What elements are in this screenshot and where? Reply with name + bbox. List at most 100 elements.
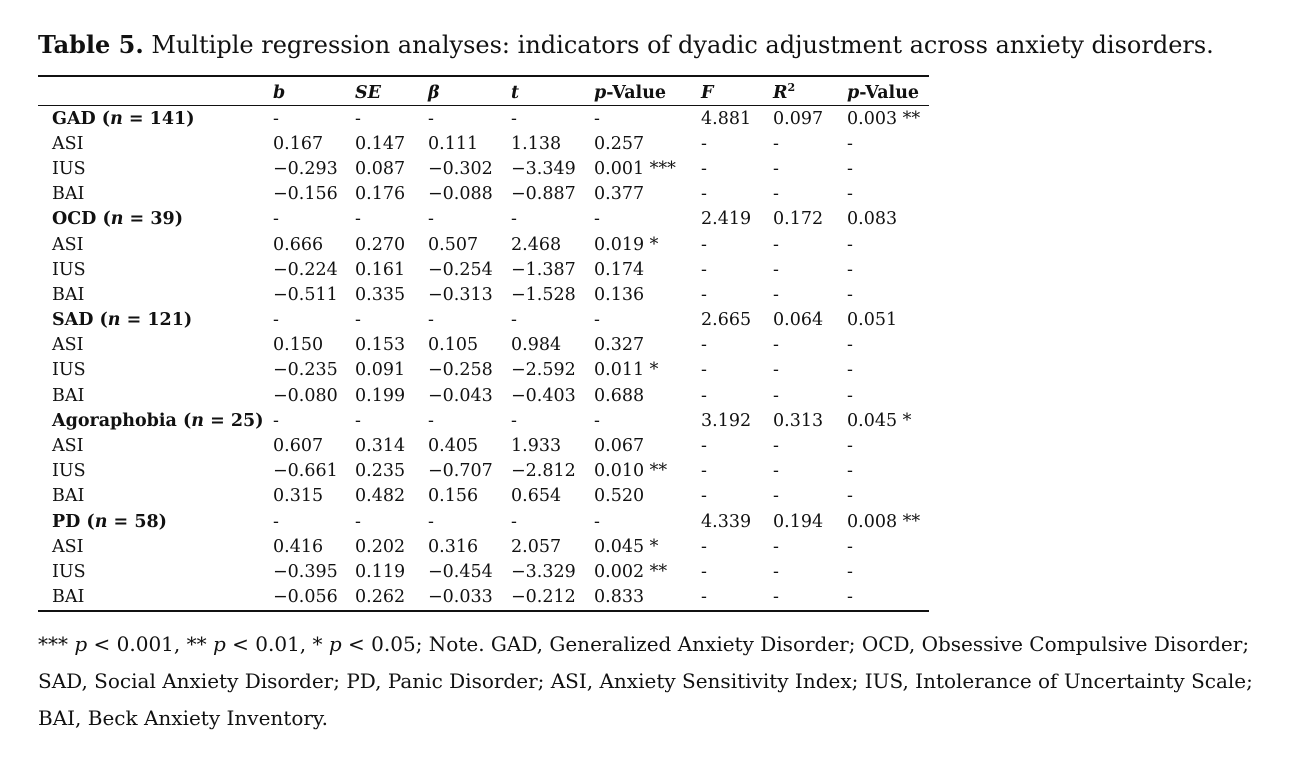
row-label: IUS [52, 259, 86, 280]
cell: 0.688 [594, 385, 645, 406]
cell: −0.212 [511, 584, 594, 612]
regression-table: b SE β t p-Value F R2 p-Value GAD (n = 1… [38, 75, 929, 612]
cell: −3.349 [511, 158, 576, 179]
cell: −0.033 [428, 584, 511, 612]
cell: −2.592 [511, 360, 576, 381]
note-p-3: p [328, 632, 342, 656]
group-label: SAD (n = 121) [52, 310, 193, 331]
row-label: ASI [52, 436, 84, 457]
cell: 0.136 [594, 284, 645, 305]
group-label: PD (n = 58) [52, 511, 167, 532]
regression-table-container: b SE β t p-Value F R2 p-Value GAD (n = 1… [38, 75, 929, 612]
header-t: t [511, 75, 594, 106]
cell: - [847, 561, 853, 582]
row-label: IUS [52, 461, 86, 482]
group-n: 25 [230, 410, 256, 431]
cell: −0.302 [428, 158, 493, 179]
cell: −0.661 [273, 461, 338, 482]
group-n: 141 [149, 108, 187, 129]
cell: - [773, 184, 779, 205]
cell: 0.194 [773, 511, 824, 532]
cell: 0.335 [355, 284, 406, 305]
note-rest-3: < 0.05; Note. GAD, Generalized Anxiety D… [38, 632, 1253, 730]
cell: 2.665 [701, 310, 752, 331]
group-name: OCD [52, 209, 97, 230]
cell: - [847, 234, 853, 255]
cell: - [701, 184, 707, 205]
header-r-squared: R2 [773, 75, 847, 106]
cell: - [773, 360, 779, 381]
cell: 0.416 [273, 536, 324, 557]
cell: - [773, 536, 779, 557]
cell: 0.083 [847, 209, 898, 230]
cell: 0.520 [594, 486, 645, 507]
cell: −0.313 [428, 284, 493, 305]
cell: 0.270 [355, 234, 406, 255]
header-p-value: p-Value [594, 75, 701, 106]
cell: 0.315 [273, 486, 324, 507]
group-row: OCD (n = 39) - - - - - 2.419 0.172 0.083 [38, 207, 929, 232]
cell: −0.258 [428, 360, 493, 381]
cell: - [511, 108, 517, 129]
row-label: BAI [38, 584, 273, 612]
cell: 0.111 [428, 133, 479, 154]
group-label: GAD (n = 141) [52, 108, 195, 129]
table-caption: Table 5. Multiple regression analyses: i… [38, 30, 1214, 59]
note-rest-2: < 0.01, * [225, 632, 329, 656]
note-rest-1: < 0.001, ** [87, 632, 213, 656]
cell: - [847, 184, 853, 205]
row-label: ASI [52, 335, 84, 356]
table-body: GAD (n = 141) - - - - -4.881 0.097 0.003 ** ASI 0… [38, 106, 929, 612]
cell: 0.654 [511, 486, 562, 507]
table-row: BAI −0.156 0.176 −0.088 −0.887 0.377 - - - [38, 182, 929, 207]
cell: - [701, 133, 707, 154]
cell: - [773, 584, 847, 612]
cell: 0.235 [355, 461, 406, 482]
cell: - [428, 511, 434, 532]
group-name: Agoraphobia [52, 410, 177, 431]
row-label: ASI [52, 133, 84, 154]
cell: 0.150 [273, 335, 324, 356]
cell: - [355, 209, 361, 230]
cell: 0.105 [428, 335, 479, 356]
cell: - [701, 158, 707, 179]
cell: 0.172 [773, 209, 824, 230]
cell: - [773, 284, 779, 305]
cell: - [701, 234, 707, 255]
cell: - [847, 158, 853, 179]
table-row: IUS −0.661 0.235 −0.707 −2.812 0.010 ** - - - [38, 459, 929, 484]
cell: 0.045 * [594, 536, 659, 557]
cell: 0.405 [428, 436, 479, 457]
cell: 0.010 ** [594, 461, 668, 482]
group-name: GAD [52, 108, 96, 129]
cell: - [511, 511, 517, 532]
header-row: b SE β t p-Value F R2 p-Value [38, 75, 929, 106]
cell: −2.812 [511, 461, 576, 482]
group-row: Agoraphobia (n = 25) - - - - -3.192 0.313 0.045… [38, 408, 929, 433]
cell: −1.387 [511, 259, 576, 280]
cell: - [773, 486, 779, 507]
table-row: ASI 0.416 0.202 0.316 2.057 0.045 * - - - [38, 534, 929, 559]
row-label: BAI [52, 385, 85, 406]
cell: - [847, 436, 853, 457]
cell: 0.045 * [847, 410, 912, 431]
cell: 0.174 [594, 259, 645, 280]
cell: - [701, 536, 707, 557]
cell: - [773, 234, 779, 255]
table-row: BAI −0.056 0.262 −0.033 −0.212 0.833- - - [38, 584, 929, 612]
table-row: ASI 0.607 0.314 0.405 1.933 0.067 - - - [38, 433, 929, 458]
cell: - [273, 410, 279, 431]
group-row: PD (n = 58) - - - - - 4.339 0.194 0.008 ** [38, 509, 929, 534]
table-row: IUS −0.293 0.087 −0.302 −3.349 0.001 *** - - - [38, 156, 929, 181]
cell: 0.833 [594, 584, 701, 612]
cell: - [355, 511, 361, 532]
cell: - [773, 335, 779, 356]
cell: 0.167 [273, 133, 324, 154]
cell: 0.008 ** [847, 511, 921, 532]
cell: - [428, 410, 434, 431]
cell: 2.057 [511, 536, 562, 557]
cell: 0.313 [773, 410, 824, 431]
header-r-sup: 2 [787, 80, 796, 94]
cell: - [594, 511, 600, 532]
group-n: 121 [147, 310, 184, 331]
